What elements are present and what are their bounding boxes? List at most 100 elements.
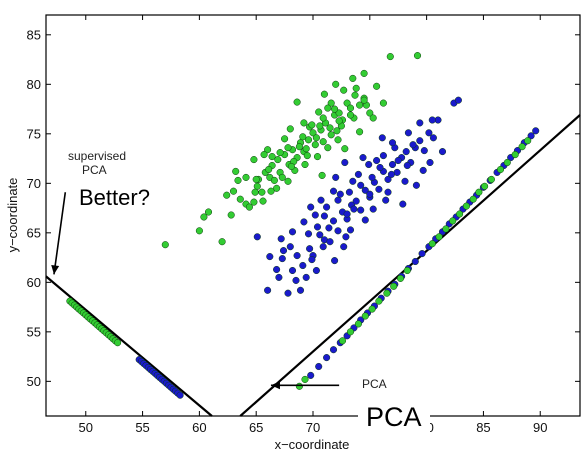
green-point — [313, 153, 322, 161]
green-point — [284, 177, 292, 185]
green-point — [286, 125, 294, 133]
blue-point — [311, 211, 319, 219]
green-point — [435, 233, 443, 241]
green-point — [229, 187, 238, 195]
arrow-head — [51, 264, 60, 275]
green-point — [333, 127, 341, 135]
green-point — [303, 152, 311, 160]
blue-point — [293, 252, 301, 260]
green-point — [349, 74, 357, 82]
green-point — [195, 227, 203, 235]
blue-point — [329, 346, 338, 354]
blue-point — [382, 196, 390, 204]
blue-point — [354, 170, 362, 178]
green-point — [278, 173, 286, 181]
green-point — [270, 176, 278, 184]
blue-point — [429, 134, 437, 142]
green-point — [487, 175, 495, 183]
blue-point — [288, 266, 297, 275]
blue-point — [279, 247, 288, 255]
blue-point — [532, 127, 540, 135]
y-tick-label: 70 — [27, 176, 41, 191]
arrow-shaft — [53, 192, 67, 275]
y-tick-label: 60 — [27, 275, 41, 290]
green-point — [352, 84, 360, 92]
blue-point — [299, 261, 307, 270]
blue-point — [368, 173, 376, 181]
green-point — [360, 96, 368, 104]
green-point — [524, 137, 532, 145]
blue-point — [317, 196, 325, 204]
y-axis-label: y−coordinate — [5, 178, 20, 253]
blue-point — [361, 186, 369, 194]
blue-point — [404, 129, 412, 137]
x-tick-label: 50 — [79, 420, 93, 435]
x-tick-label: 90 — [533, 420, 547, 435]
annotation-better: Better? — [79, 185, 150, 210]
arrow-head — [270, 381, 280, 390]
blue-point — [273, 265, 281, 274]
green-point — [309, 129, 317, 137]
blue-point — [388, 160, 397, 169]
green-point — [311, 141, 319, 149]
y-tick-label: 80 — [27, 77, 41, 92]
blue-point — [316, 231, 324, 239]
green-point — [316, 122, 324, 130]
green-point — [346, 111, 355, 119]
green-point — [351, 91, 359, 99]
blue-point — [340, 243, 348, 251]
green-point — [340, 86, 348, 94]
blue-point — [329, 217, 338, 225]
annotation-pca-big-background — [358, 398, 430, 432]
green-point — [449, 217, 457, 225]
green-point — [264, 146, 272, 154]
green-point — [161, 241, 169, 249]
blue-point — [419, 166, 427, 174]
green-point — [227, 211, 235, 219]
blue-point — [357, 206, 365, 214]
green-point — [346, 328, 355, 336]
green-point — [369, 114, 377, 122]
green-point — [475, 188, 483, 196]
blue-point — [266, 253, 274, 261]
y-tick-label: 75 — [27, 126, 41, 141]
green-point — [304, 136, 313, 144]
blue-point — [345, 188, 353, 196]
green-point — [281, 135, 289, 143]
blue-point — [379, 152, 387, 160]
blue-point — [350, 205, 358, 213]
x-tick-label: 65 — [249, 420, 263, 435]
blue-point — [326, 238, 334, 246]
green-point — [114, 339, 122, 347]
blue-point — [366, 190, 374, 198]
green-point — [469, 195, 477, 203]
blue-point — [315, 362, 323, 371]
green-point — [496, 165, 505, 174]
green-point — [386, 53, 394, 61]
blue-point — [278, 255, 286, 263]
green-point — [334, 136, 342, 144]
blue-point — [302, 273, 310, 281]
green-point — [223, 191, 231, 199]
green-point — [295, 382, 303, 390]
green-point — [315, 108, 323, 116]
blue-point — [425, 129, 433, 137]
blue-point — [264, 286, 272, 294]
green-point — [258, 188, 266, 196]
blue-point — [387, 170, 395, 178]
green-point — [268, 153, 276, 161]
blue-point — [176, 391, 184, 399]
green-point — [428, 240, 436, 248]
annotation-supervised-pca: PCA — [82, 163, 107, 177]
green-point — [456, 210, 464, 218]
blue-point — [342, 233, 350, 241]
green-point — [295, 143, 303, 151]
blue-point — [323, 354, 331, 362]
green-point — [287, 162, 295, 171]
green-point — [383, 289, 391, 297]
blue-point — [277, 235, 285, 243]
green-point — [396, 274, 405, 282]
green-point — [252, 175, 260, 183]
green-point — [319, 138, 327, 146]
blue-point — [369, 205, 377, 213]
